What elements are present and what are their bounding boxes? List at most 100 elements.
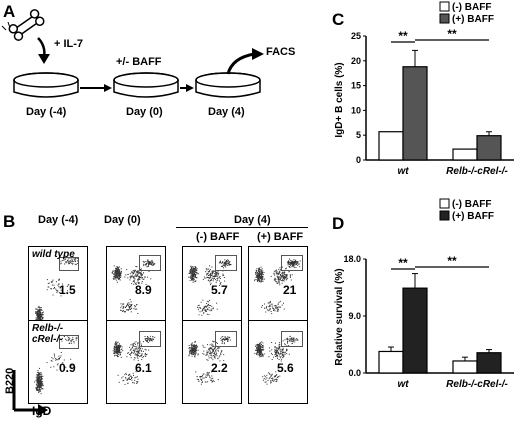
facs-event: [217, 279, 219, 281]
facs-event: [194, 268, 196, 270]
facs-event: [257, 279, 259, 281]
facs-event: [120, 307, 122, 309]
facs-event: [125, 376, 127, 378]
facs-event: [152, 261, 154, 263]
facs-event: [40, 383, 42, 385]
facs-event: [208, 375, 210, 376]
facs-event: [37, 310, 39, 312]
facs-event: [41, 314, 43, 316]
facs-event: [276, 351, 278, 353]
facs-event: [138, 282, 140, 283]
igd-gate: [139, 255, 161, 271]
facs-event: [282, 353, 284, 355]
facs-event: [269, 308, 271, 310]
facs-event: [266, 374, 268, 376]
facs-event: [222, 336, 224, 337]
facs-event: [211, 271, 213, 272]
facs-event: [270, 381, 272, 383]
facs-event: [140, 276, 142, 278]
facs-event: [275, 305, 277, 307]
facs-event: [196, 272, 198, 274]
facs-event: [283, 278, 285, 280]
facs-event: [208, 277, 210, 279]
facs-event: [40, 372, 42, 374]
facs-event: [191, 353, 193, 355]
facs-event: [39, 310, 41, 312]
facs-event: [142, 260, 144, 262]
facs-event: [129, 279, 131, 281]
facs-event: [134, 345, 136, 347]
facs-event: [42, 384, 44, 386]
facs-event: [296, 261, 298, 263]
facs-event: [205, 310, 206, 312]
facs-event: [284, 273, 285, 275]
facs-event: [282, 275, 284, 277]
facs-event: [196, 273, 198, 275]
facs-event: [279, 270, 281, 272]
gate-percentage: 6.1: [135, 361, 152, 375]
facs-event: [287, 264, 289, 266]
facs-event: [191, 343, 192, 345]
facs-event: [37, 379, 39, 381]
y-tick-label: 0.0: [348, 368, 361, 378]
facs-event: [36, 378, 38, 380]
facs-event: [50, 281, 52, 283]
facs-event: [255, 349, 256, 351]
facs-event: [262, 276, 263, 277]
facs-event: [261, 272, 263, 274]
facs-event: [149, 339, 151, 341]
facs-event: [208, 314, 210, 315]
facs-event: [277, 306, 279, 308]
facs-event: [145, 349, 147, 351]
facs-event: [154, 336, 156, 338]
facs-event: [135, 348, 137, 349]
facs-event: [297, 339, 299, 341]
facs-event: [132, 372, 134, 374]
facs-event: [202, 344, 204, 346]
facs-event: [39, 309, 41, 311]
facs-event: [140, 347, 141, 349]
facs-event: [194, 275, 196, 277]
facs-event: [210, 354, 212, 356]
facs-event: [151, 338, 153, 340]
facs-event: [261, 346, 262, 348]
facs-event: [38, 373, 40, 375]
facs-event: [42, 318, 44, 320]
facs-event: [36, 371, 38, 373]
facs-event: [206, 310, 208, 312]
facs-event: [215, 272, 217, 274]
facs-event: [36, 380, 38, 382]
facs-event: [220, 351, 222, 353]
facs-event: [120, 268, 122, 270]
facs-event: [46, 279, 48, 281]
col-header-day-4: Day (4): [234, 214, 271, 226]
facs-event: [206, 372, 208, 374]
facs-event: [115, 347, 117, 349]
facs-event: [256, 354, 258, 355]
facs-event: [114, 278, 116, 280]
facs-event: [277, 273, 279, 275]
facs-event: [71, 365, 73, 367]
facs-event: [216, 275, 218, 277]
facs-event: [225, 263, 227, 265]
facs-event: [216, 353, 218, 355]
facs-event: [36, 387, 38, 389]
facs-event: [39, 372, 41, 374]
facs-event: [293, 266, 295, 268]
facs-event: [259, 356, 261, 358]
facs-event: [208, 347, 210, 349]
facs-event: [202, 299, 204, 301]
facs-event: [38, 311, 39, 313]
facs-event: [41, 378, 43, 380]
facs-event: [281, 358, 283, 360]
facs-event: [41, 381, 43, 383]
facs-event: [135, 284, 137, 285]
facs-event: [208, 271, 210, 272]
facs-event: [266, 305, 268, 307]
facs-event: [262, 280, 264, 282]
facs-event: [258, 272, 260, 274]
facs-event: [223, 263, 225, 265]
facs-event: [289, 267, 291, 268]
facs-event: [115, 342, 117, 344]
facs-event: [273, 279, 275, 281]
